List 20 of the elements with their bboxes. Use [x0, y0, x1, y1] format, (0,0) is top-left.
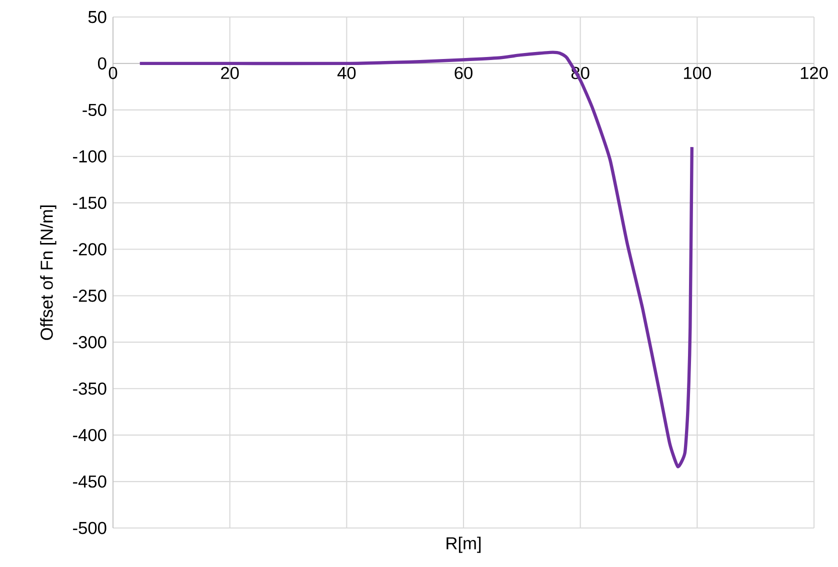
y-tick-label: -100 — [73, 150, 106, 162]
y-axis-title: Offset of Fn [N/m] — [40, 206, 56, 340]
x-tick-label: 40 — [337, 66, 356, 80]
y-tick-label: -450 — [73, 475, 106, 488]
y-tick-label: -150 — [73, 196, 106, 209]
x-tick-label: 100 — [684, 66, 711, 80]
y-tick-label: 0 — [98, 57, 106, 70]
y-tick-label: -250 — [73, 290, 106, 302]
y-tick-label: -300 — [73, 336, 106, 348]
y-tick-label: -200 — [73, 243, 106, 256]
y-tick-label: -400 — [73, 428, 106, 442]
x-tick-label: 60 — [454, 66, 472, 80]
y-tick-label: -350 — [73, 382, 106, 395]
y-tick-label: -500 — [73, 522, 106, 534]
x-tick-label: 0 — [108, 66, 118, 80]
y-tick-label: 50 — [88, 10, 106, 24]
x-tick-label: 20 — [221, 66, 239, 80]
x-tick-label: 120 — [800, 66, 828, 80]
y-tick-label: -50 — [82, 104, 106, 116]
x-axis-title: R[m] — [446, 536, 481, 553]
